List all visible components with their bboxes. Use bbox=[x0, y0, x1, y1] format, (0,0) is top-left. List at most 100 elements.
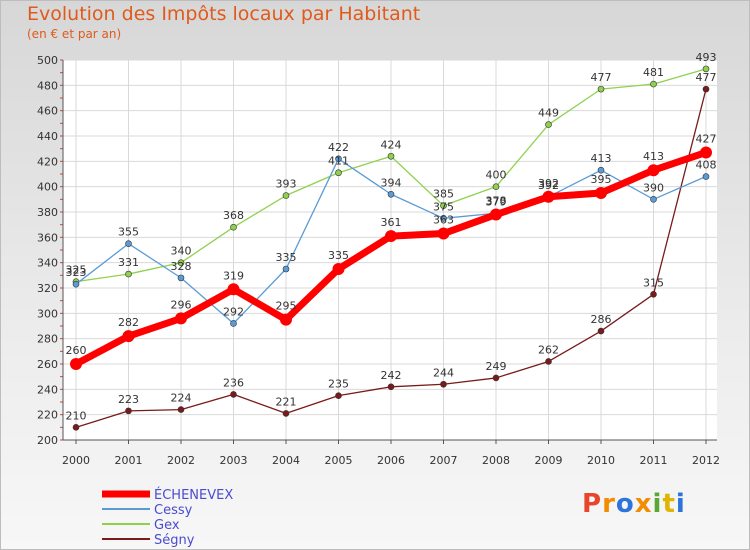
data-label: 340 bbox=[171, 245, 192, 258]
x-tick-label: 2003 bbox=[220, 454, 248, 467]
x-tick-label: 2000 bbox=[62, 454, 90, 467]
data-label: 296 bbox=[171, 298, 192, 311]
data-label: 295 bbox=[276, 300, 297, 313]
y-tick-label: 200 bbox=[37, 434, 58, 447]
data-point bbox=[227, 283, 240, 296]
x-tick-label: 2008 bbox=[482, 454, 510, 467]
data-point bbox=[387, 383, 395, 391]
data-point bbox=[595, 187, 607, 199]
logo-letter: x bbox=[634, 489, 653, 519]
x-tick-label: 2012 bbox=[692, 454, 720, 467]
y-tick-label: 240 bbox=[37, 383, 58, 396]
data-label: 375 bbox=[433, 200, 454, 213]
data-point bbox=[700, 146, 712, 159]
data-point bbox=[440, 202, 447, 209]
data-point bbox=[335, 155, 342, 163]
data-point bbox=[332, 263, 345, 275]
axes: 200 220 240 260 280 300 320 340 360 380 400 420 440 4… bbox=[37, 54, 720, 467]
y-tick-label: 380 bbox=[37, 206, 58, 219]
data-point bbox=[177, 259, 185, 266]
data-label: 335 bbox=[276, 251, 297, 264]
data-point bbox=[440, 380, 447, 388]
data-label: 224 bbox=[171, 392, 192, 405]
data-point bbox=[492, 374, 500, 382]
data-label: 363 bbox=[433, 214, 454, 227]
data-point bbox=[125, 407, 132, 415]
y-tick-label: 400 bbox=[37, 181, 58, 194]
data-point bbox=[490, 208, 502, 221]
data-label: 244 bbox=[433, 366, 454, 379]
y-tick-label: 300 bbox=[37, 307, 58, 320]
data-point bbox=[72, 280, 80, 288]
data-point bbox=[70, 358, 82, 370]
data-label: 368 bbox=[223, 209, 244, 222]
data-point bbox=[597, 327, 605, 335]
data-point bbox=[702, 85, 710, 93]
data-label: 390 bbox=[643, 181, 664, 194]
data-label: 323 bbox=[66, 266, 87, 279]
data-point bbox=[282, 192, 290, 199]
y-tick-label: 260 bbox=[37, 358, 58, 371]
data-label: 477 bbox=[696, 71, 717, 84]
x-tick-label: 2001 bbox=[115, 454, 143, 467]
data-label: 335 bbox=[328, 249, 349, 262]
logo-letter: t bbox=[662, 489, 676, 519]
data-point bbox=[335, 169, 342, 177]
data-point bbox=[702, 65, 710, 73]
data-label: 292 bbox=[223, 305, 244, 318]
data-label: 221 bbox=[276, 395, 297, 408]
data-label: 235 bbox=[328, 378, 349, 391]
data-label: 413 bbox=[591, 152, 612, 165]
y-tick-label: 460 bbox=[37, 105, 58, 118]
data-point bbox=[282, 265, 290, 273]
data-label: 210 bbox=[66, 409, 87, 422]
data-point bbox=[437, 227, 450, 240]
series bbox=[70, 65, 712, 431]
data-label: 325 bbox=[66, 264, 87, 277]
data-label: 282 bbox=[118, 316, 139, 329]
x-tick-label: 2006 bbox=[377, 454, 405, 467]
data-point bbox=[387, 152, 395, 160]
logo-letter: r bbox=[602, 489, 616, 519]
data-point bbox=[647, 164, 660, 177]
data-label: 379 bbox=[486, 195, 507, 208]
data-labels: 210 223 224 236 221 235 242 244 249 262 286 315 477 3… bbox=[66, 51, 717, 422]
data-point bbox=[125, 270, 132, 278]
data-point bbox=[335, 392, 342, 399]
logo-letter: i bbox=[652, 489, 663, 519]
data-point bbox=[280, 313, 292, 326]
data-point bbox=[545, 358, 552, 365]
data-point bbox=[72, 424, 80, 431]
data-point bbox=[492, 183, 500, 190]
data-point bbox=[440, 215, 447, 222]
y-tick-label: 280 bbox=[37, 333, 58, 346]
data-point bbox=[385, 230, 397, 243]
x-tick-label: 2010 bbox=[587, 454, 615, 467]
x-tick-label: 2005 bbox=[325, 454, 353, 467]
proxiti-logo: Proxiti bbox=[582, 489, 686, 519]
data-point bbox=[542, 190, 555, 203]
data-label: 477 bbox=[591, 71, 612, 84]
x-tick-label: 2009 bbox=[535, 454, 563, 467]
data-label: 481 bbox=[643, 66, 664, 79]
data-label: 355 bbox=[118, 226, 139, 239]
data-label: 413 bbox=[643, 150, 664, 163]
data-label: 319 bbox=[223, 269, 244, 282]
grid bbox=[63, 59, 717, 441]
data-point bbox=[597, 166, 605, 174]
legend-label: Gex bbox=[154, 518, 180, 533]
plot-area bbox=[63, 60, 717, 440]
y-tick-label: 320 bbox=[37, 282, 58, 295]
legend-label: Ségny bbox=[154, 533, 195, 548]
y-tick-label: 500 bbox=[37, 54, 58, 67]
data-label: 392 bbox=[538, 177, 559, 190]
data-label: 328 bbox=[171, 260, 192, 273]
data-label: 286 bbox=[591, 313, 612, 326]
data-label: 408 bbox=[696, 159, 717, 172]
y-tick-label: 220 bbox=[37, 409, 58, 422]
data-label: 262 bbox=[538, 343, 559, 356]
y-tick-label: 340 bbox=[37, 257, 58, 270]
data-label: 392 bbox=[538, 179, 559, 192]
data-point bbox=[177, 406, 185, 413]
